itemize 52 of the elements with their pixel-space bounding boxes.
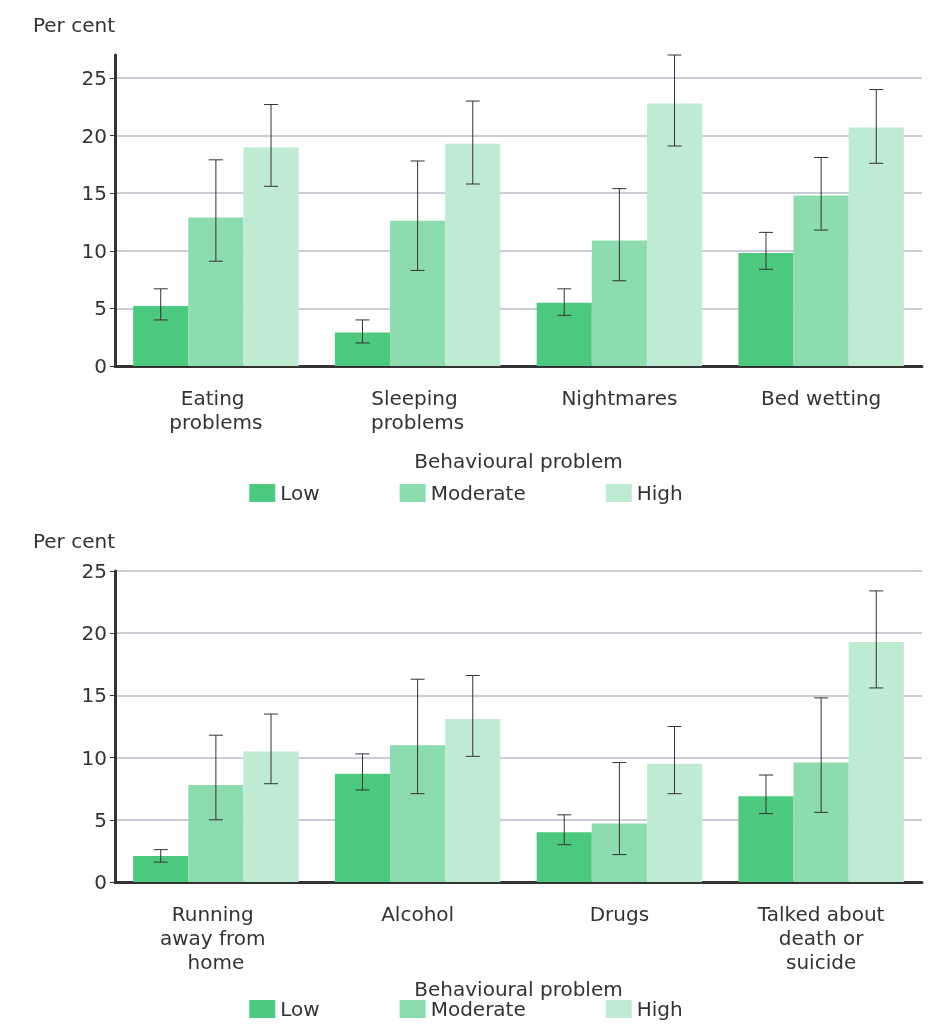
x-tick-label: Sleeping problems <box>371 386 465 434</box>
bar <box>646 763 703 882</box>
bar <box>188 217 244 366</box>
x-tick-label: Running away from home <box>159 902 272 974</box>
y-tick-label: 25 <box>81 66 107 91</box>
bar <box>133 855 189 882</box>
legend-label: High <box>636 997 683 1021</box>
y-tick-label: 20 <box>81 621 107 646</box>
y-tick-label: 25 <box>81 559 107 583</box>
bar <box>243 147 299 366</box>
bar <box>646 103 703 366</box>
bar <box>243 751 299 882</box>
bar <box>390 220 446 366</box>
bar <box>848 127 904 366</box>
legend-label: Low <box>280 997 320 1021</box>
x-tick-label: Nightmares <box>561 386 678 410</box>
legend-label: High <box>636 481 683 505</box>
x-tick-label: Alcohol <box>381 902 455 926</box>
y-tick-label: 15 <box>81 683 107 708</box>
y-tick-label: 15 <box>81 181 107 206</box>
y-tick-label: 5 <box>94 296 107 321</box>
y-tick-label: 20 <box>81 123 107 148</box>
x-tick-label: Eating problems <box>169 386 263 434</box>
y-tick-label: 5 <box>94 807 107 832</box>
bar <box>738 253 794 366</box>
bar <box>334 773 391 882</box>
bar <box>591 823 647 882</box>
x-tick-label: Drugs <box>589 902 650 926</box>
y-tick-label: 10 <box>81 745 107 770</box>
bar <box>793 195 849 366</box>
x-tick-label: Bed wetting <box>760 386 882 410</box>
bar <box>390 745 446 882</box>
y-axis-title: Per cent <box>32 13 116 37</box>
bar <box>738 796 794 882</box>
bar <box>445 719 501 882</box>
bar <box>793 762 849 882</box>
y-tick-label: 0 <box>94 354 107 378</box>
bar <box>536 832 592 882</box>
y-axis-title: Per cent <box>32 529 116 553</box>
legend-label: Low <box>280 481 320 505</box>
bar <box>591 240 647 366</box>
legend-label: Moderate <box>430 481 526 505</box>
bar <box>445 143 501 366</box>
y-tick-label: 10 <box>81 238 107 263</box>
y-tick-label: 0 <box>94 870 107 894</box>
bar <box>133 306 189 366</box>
bar <box>188 784 244 882</box>
bar <box>848 641 904 882</box>
bar <box>334 332 391 366</box>
x-axis-title: Behavioural problem <box>414 449 623 473</box>
bar <box>536 302 592 366</box>
x-tick-label: Talked about death or suicide <box>756 902 885 974</box>
